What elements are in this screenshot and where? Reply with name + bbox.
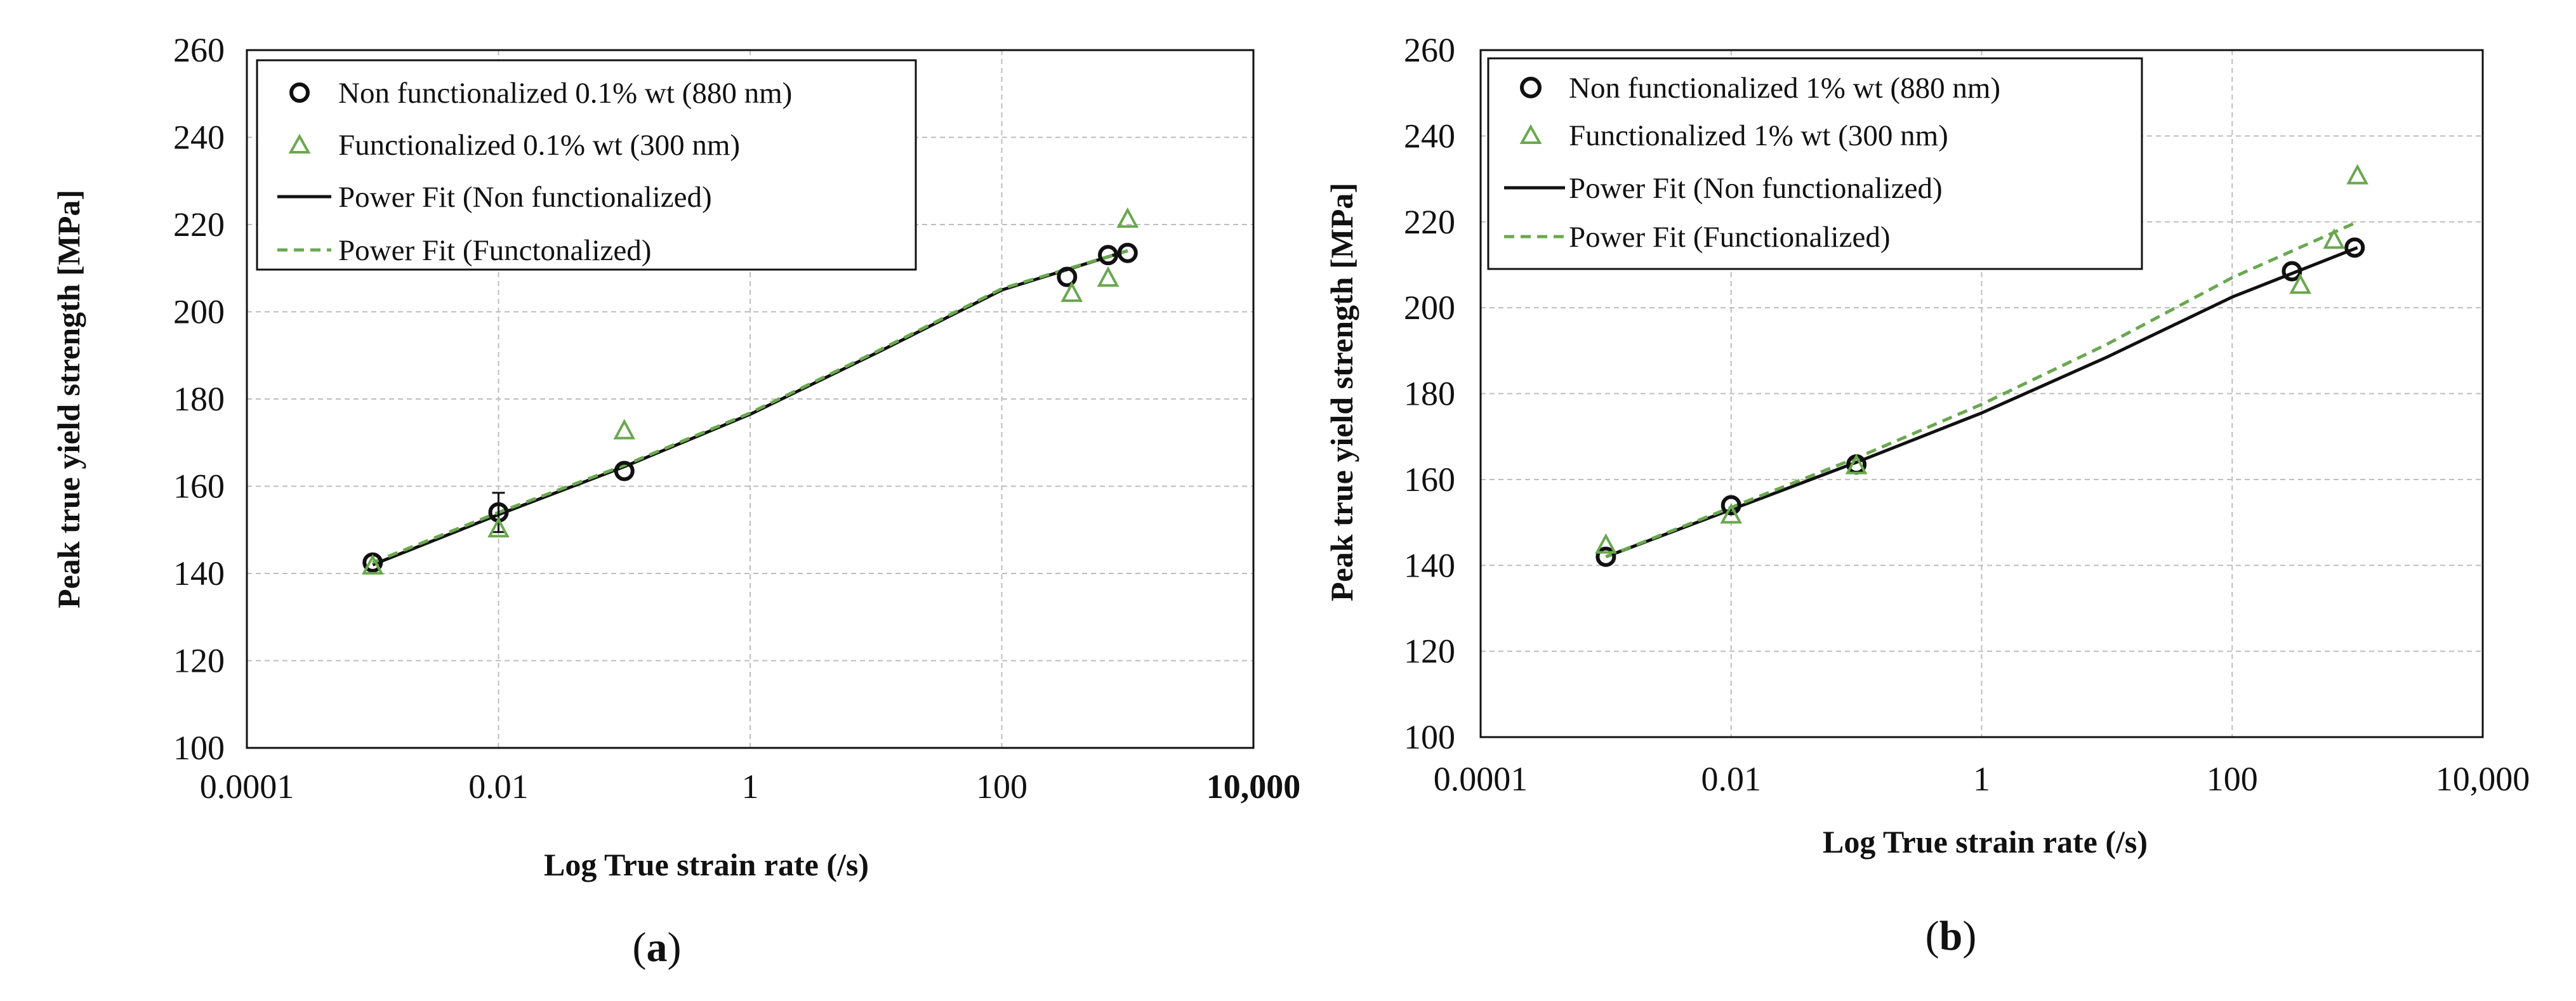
y-axis-title-b: Peak true yield strength [MPa] (1324, 183, 1359, 601)
legend-box-b (1487, 57, 2143, 270)
data-point-triangle-b (1595, 533, 1617, 554)
x-tick-label-a: 0.01 (468, 768, 529, 806)
x-tick-label-b: 1 (1973, 760, 1990, 798)
data-points-a (361, 207, 1139, 575)
y-tick-labels-a: 100 120 140 160 180 200 220 240 260 (173, 31, 225, 767)
legend-box-a (256, 59, 917, 271)
x-tick-labels-b: 0.0001 0.01 1 100 10,000 (1434, 760, 2530, 798)
plot-frame-a (246, 49, 1255, 749)
data-point-triangle-b (2289, 273, 2311, 294)
x-tick-label-a: 1 (742, 768, 759, 806)
legend-item-a-1: Functionalized 0.1% wt (300 nm) (288, 129, 740, 162)
y-tick-label-a: 240 (173, 119, 225, 157)
x-tick-label-b: 100 (2207, 760, 2258, 798)
legend-marker-triangle-a (288, 133, 311, 154)
data-point-circle-b (1595, 546, 1616, 567)
y-tick-label-b: 120 (1404, 632, 1455, 671)
y-tick-label-a: 120 (173, 642, 225, 680)
legend-item-b-0: Non functionalized 1% wt (880 nm) (1520, 72, 2000, 105)
data-point-circle-a (614, 461, 635, 481)
y-tick-label-b: 140 (1404, 546, 1455, 584)
legend-label-b-3: Power Fit (Functionalized) (1569, 221, 1890, 254)
panel-label-a: (a) (633, 924, 682, 971)
data-point-triangle-a (1097, 266, 1120, 287)
legend-label-a-0: Non functionalized 0.1% wt (880 nm) (338, 77, 792, 110)
x-tick-labels-a: 0.0001 0.01 1 100 10,000 (200, 768, 1301, 806)
y-tick-label-a: 140 (173, 554, 225, 592)
fit-line-solid-b (1605, 246, 2358, 559)
data-point-circle-b (1721, 495, 1741, 516)
data-point-circle-b (2282, 261, 2302, 282)
legend-label-b-0: Non functionalized 1% wt (880 nm) (1569, 72, 2000, 105)
legend-item-b-1: Functionalized 1% wt (300 nm) (1519, 119, 1948, 152)
data-point-triangle-b (2346, 164, 2368, 185)
data-point-triangle-b (1845, 454, 1868, 474)
data-point-circle-a (1057, 266, 1078, 287)
legend-label-a-2: Power Fit (Non functionalized) (338, 181, 712, 214)
grid-a (247, 50, 1253, 748)
data-point-triangle-a (613, 419, 636, 440)
legend-a: Non functionalized 0.1% wt (880 nm) Func… (256, 59, 917, 271)
y-tick-label-a: 180 (173, 380, 225, 418)
legend-marker-circle-a (289, 82, 310, 103)
data-point-triangle-a (487, 517, 510, 538)
data-point-triangle-b (2323, 228, 2346, 249)
y-tick-label-b: 200 (1404, 289, 1455, 327)
x-axis-title-b: Log True strain rate (/s) (1823, 824, 2148, 860)
data-point-triangle-a (361, 554, 384, 575)
x-axis-title-a: Log True strain rate (/s) (544, 847, 869, 882)
y-tick-label-b: 100 (1404, 718, 1455, 756)
panel-label-b: (b) (1925, 913, 1977, 959)
y-tick-label-b: 180 (1404, 375, 1455, 413)
y-tick-label-b: 260 (1404, 31, 1455, 69)
legend-item-a-2: Power Fit (Non functionalized) (277, 181, 712, 214)
x-tick-label-b: 0.01 (1701, 760, 1762, 798)
y-tick-label-b: 160 (1404, 461, 1455, 499)
legend-label-a-3: Power Fit (Functonalized) (338, 234, 651, 267)
legend-label-a-1: Functionalized 0.1% wt (300 nm) (338, 129, 740, 162)
legend-item-b-2: Power Fit (Non functionalized) (1504, 172, 1943, 205)
data-point-triangle-b (1720, 503, 1743, 524)
legend-marker-circle-b (1520, 77, 1542, 98)
y-tick-label-a: 260 (173, 31, 225, 69)
data-point-circle-a (1117, 242, 1138, 263)
plot-frame-b (1479, 49, 2484, 738)
y-tick-label-b: 220 (1404, 203, 1455, 241)
data-points-b (1595, 164, 2368, 567)
y-tick-label-a: 220 (173, 206, 225, 244)
data-point-triangle-a (1060, 281, 1083, 302)
data-point-triangle-a (1116, 207, 1139, 228)
x-tick-label-a: 100 (976, 768, 1027, 806)
legend-b: Non functionalized 1% wt (880 nm) Functi… (1487, 57, 2143, 270)
chart-panel-b: 100 120 140 160 180 200 220 240 260 0.0001 0.01 1 1… (1324, 31, 2530, 959)
chart-panel-a: 100 120 140 160 180 200 220 240 260 0.0001 0.01 1 1… (51, 31, 1300, 971)
legend-item-a-0: Non functionalized 0.1% wt (880 nm) (289, 77, 792, 110)
y-tick-labels-b: 100 120 140 160 180 200 220 240 260 (1404, 31, 1455, 756)
legend-item-b-3: Power Fit (Functionalized) (1504, 221, 1890, 254)
legend-item-a-3: Power Fit (Functonalized) (277, 234, 651, 267)
y-tick-label-b: 240 (1404, 117, 1455, 155)
x-tick-label-a: 10,000 (1206, 768, 1301, 806)
legend-label-b-1: Functionalized 1% wt (300 nm) (1569, 119, 1948, 152)
legend-marker-triangle-b (1519, 124, 1542, 144)
legend-label-b-2: Power Fit (Non functionalized) (1569, 172, 1943, 205)
x-tick-label-b: 0.0001 (1434, 760, 1528, 798)
y-tick-label-a: 100 (173, 729, 225, 767)
y-tick-label-a: 200 (173, 293, 225, 331)
data-point-circle-a (1098, 245, 1119, 266)
y-axis-title-a: Peak true yield strength [MPa] (51, 190, 86, 608)
x-tick-label-a: 0.0001 (200, 768, 294, 806)
data-point-circle-b (2344, 237, 2365, 258)
x-tick-label-b: 10,000 (2436, 760, 2530, 798)
y-tick-label-a: 160 (173, 468, 225, 506)
